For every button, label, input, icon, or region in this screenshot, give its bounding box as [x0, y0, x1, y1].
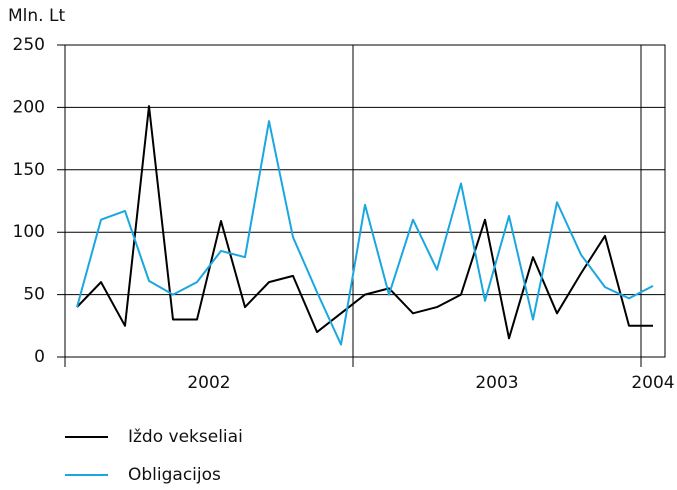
x-tick-label: 2002: [187, 373, 230, 393]
plot-frame: [64, 44, 666, 358]
y-tick-label: 200: [13, 97, 45, 117]
x-tick-label: 2003: [475, 373, 518, 393]
series-line: [76, 105, 653, 340]
legend-label: Obligacijos: [128, 465, 221, 485]
y-tick-label: 100: [13, 222, 45, 242]
y-tick-label: 250: [13, 35, 45, 55]
y-axis-label: Mln. Lt: [8, 6, 65, 26]
y-tick-label: 50: [23, 285, 45, 305]
legend-label: Iždo vekseliai: [128, 427, 243, 447]
series-line: [76, 120, 654, 346]
y-tick-label: 150: [13, 160, 45, 180]
y-tick-label: 0: [34, 347, 45, 367]
x-tick-label: 2004: [631, 373, 674, 393]
